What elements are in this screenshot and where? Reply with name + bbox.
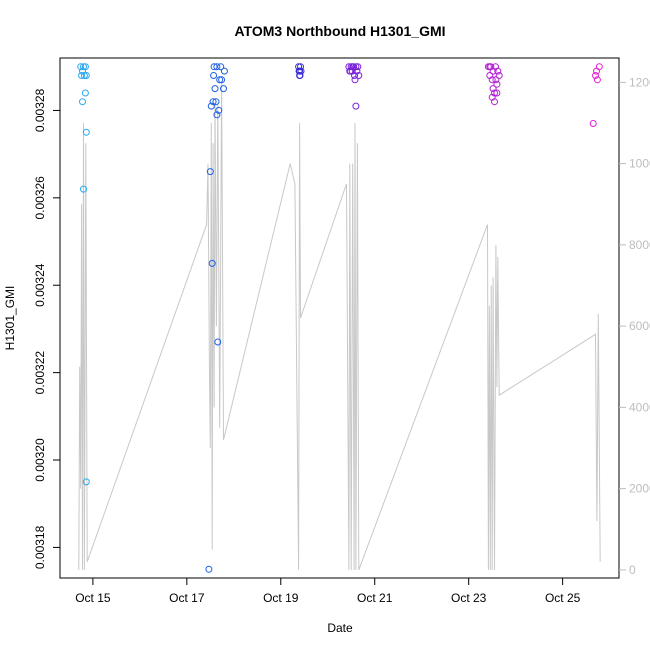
- x-tick-label: Oct 23: [451, 591, 487, 605]
- flight_2-point: [218, 76, 226, 84]
- flight_2-point: [213, 63, 221, 71]
- y-tick-label-right: 12000: [629, 75, 650, 89]
- y-tick-label-left: 0.00328: [33, 88, 47, 132]
- plot-frame: [59, 57, 620, 579]
- flight_2-point: [214, 338, 222, 346]
- y-tick-label-left: 0.00324: [33, 263, 47, 307]
- y-tick-label-right: 8000: [629, 238, 650, 252]
- flight_2-point: [220, 85, 227, 93]
- flight_4-point: [355, 72, 363, 79]
- flight_2-point: [209, 98, 217, 106]
- flight_1-point: [82, 478, 90, 486]
- flight_4-point: [345, 63, 353, 71]
- x-axis-label: Date: [327, 621, 353, 635]
- flight_2-point: [217, 63, 225, 71]
- x-tick-label: Oct 17: [169, 591, 205, 605]
- axes-layer: Oct 15 Oct 17 Oct 19 Oct 21 Oct 23 Oct 25 0.00…: [33, 57, 650, 605]
- flight_6-point: [595, 63, 603, 71]
- flight_2-point: [215, 106, 223, 114]
- flight_1-point: [81, 89, 89, 97]
- flight_3-point: [297, 63, 304, 71]
- flight_4-point: [352, 63, 360, 71]
- flight_2-point: [211, 85, 219, 93]
- flight_3-point: [295, 67, 303, 75]
- flight_2-point: [208, 259, 216, 267]
- y-tick-label-left: 0.00318: [33, 525, 47, 569]
- points-layer: [77, 63, 603, 573]
- flight_1-point: [77, 63, 85, 71]
- flight_5-point: [489, 85, 497, 93]
- flight_1-point: [80, 63, 87, 71]
- flight_2-point: [220, 67, 228, 75]
- flight_5-point: [488, 76, 496, 84]
- y-tick-label-right: 0: [629, 563, 636, 577]
- flight_4-point: [351, 76, 359, 84]
- flight_1-point: [79, 98, 86, 106]
- altitude-line: [78, 82, 601, 571]
- y-tick-label-right: 2000: [629, 482, 650, 496]
- flight_4-point: [354, 63, 362, 71]
- flight_6-point: [593, 76, 601, 84]
- altitude-layer: [78, 82, 601, 571]
- flight_2-point: [210, 72, 218, 79]
- y-tick-label-left: 0.00320: [33, 438, 47, 482]
- flight_4-point: [346, 67, 354, 75]
- flight_2-point: [206, 168, 214, 176]
- flight_2-point: [207, 102, 215, 110]
- flight_1-point: [80, 185, 87, 193]
- flight_1-point: [82, 72, 90, 79]
- x-tick-label: Oct 21: [357, 591, 393, 605]
- y-tick-label-left: 0.00326: [33, 176, 47, 220]
- flight_4-point: [352, 102, 360, 110]
- x-tick-label: Oct 19: [263, 591, 299, 605]
- flight_2-point: [216, 76, 224, 84]
- y-tick-label-right: 10000: [629, 157, 650, 171]
- y-tick-label-right: 6000: [629, 319, 650, 333]
- flight_1-point: [82, 128, 90, 136]
- flight_3-point: [296, 72, 304, 79]
- flight_5-point: [495, 72, 503, 79]
- flight_5-point: [486, 63, 494, 71]
- flight_6-point: [589, 120, 597, 127]
- y-tick-label-right: 4000: [629, 400, 650, 414]
- flight_2-point: [212, 98, 220, 106]
- flight_5-point: [492, 76, 500, 84]
- chart-title: ATOM3 Northbound H1301_GMI: [234, 23, 445, 39]
- y-axis-label: H1301_GMI: [3, 286, 17, 351]
- flight_5-point: [491, 98, 498, 106]
- flight_6-point: [592, 72, 599, 79]
- flight_6-point: [593, 67, 600, 75]
- flight_1-point: [78, 72, 86, 79]
- flight_2-point: [213, 111, 221, 119]
- flight_5-point: [493, 89, 501, 97]
- flight_5-point: [493, 80, 501, 88]
- flight_1-point: [80, 72, 88, 79]
- flight_2-point: [205, 565, 213, 573]
- flight_3-point: [297, 67, 305, 75]
- flight_4-point: [353, 67, 361, 75]
- flight_5-point: [494, 67, 502, 75]
- flight_1-point: [81, 63, 89, 71]
- flight_2-point: [210, 63, 218, 71]
- x-tick-label: Oct 15: [75, 591, 111, 605]
- x-tick-label: Oct 25: [545, 591, 581, 605]
- y-tick-label-left: 0.00322: [33, 351, 47, 395]
